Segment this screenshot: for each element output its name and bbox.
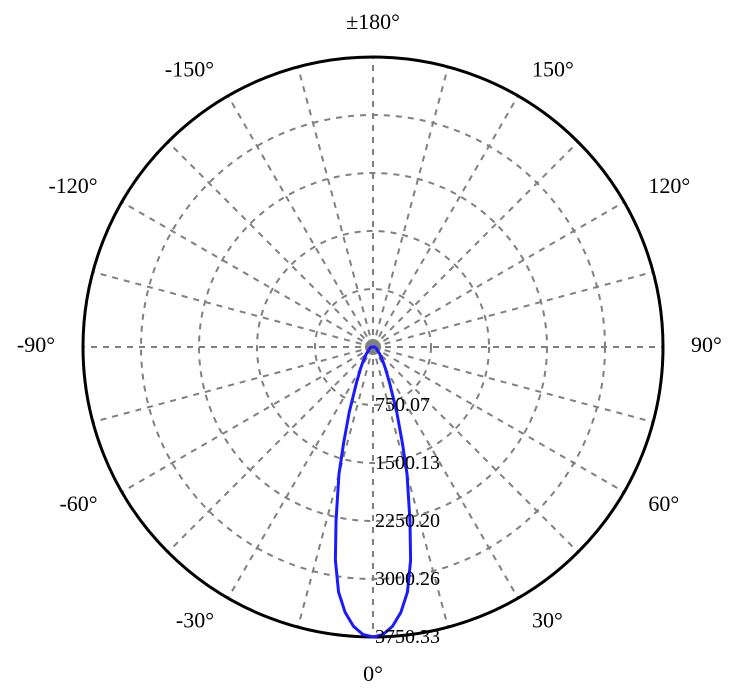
angle-label: ±180° bbox=[346, 9, 400, 34]
angle-label: 0° bbox=[363, 661, 383, 686]
radial-label: 1500.13 bbox=[375, 452, 440, 474]
radial-label: 2250.20 bbox=[375, 510, 440, 532]
polar-chart: ±180° 150° 120° 90° 60° 30° 0° -30° -60° -90° -120… bbox=[0, 0, 746, 694]
angle-label: -150° bbox=[165, 57, 214, 82]
angle-label: 150° bbox=[532, 57, 574, 82]
angle-label: -30° bbox=[176, 607, 214, 632]
radial-label: 3750.33 bbox=[375, 626, 440, 648]
angle-label: 60° bbox=[648, 491, 679, 516]
radial-label: 750.07 bbox=[375, 394, 430, 416]
radial-tick-labels: 750.07 1500.13 2250.20 3000.26 3750.33 bbox=[375, 394, 440, 648]
radial-label: 3000.26 bbox=[375, 568, 440, 590]
angle-label: -90° bbox=[17, 332, 55, 357]
angle-label: -60° bbox=[59, 491, 97, 516]
angle-label: 120° bbox=[648, 173, 690, 198]
angle-label: 30° bbox=[532, 607, 563, 632]
angle-label: 90° bbox=[691, 332, 722, 357]
angle-label: -120° bbox=[48, 173, 97, 198]
